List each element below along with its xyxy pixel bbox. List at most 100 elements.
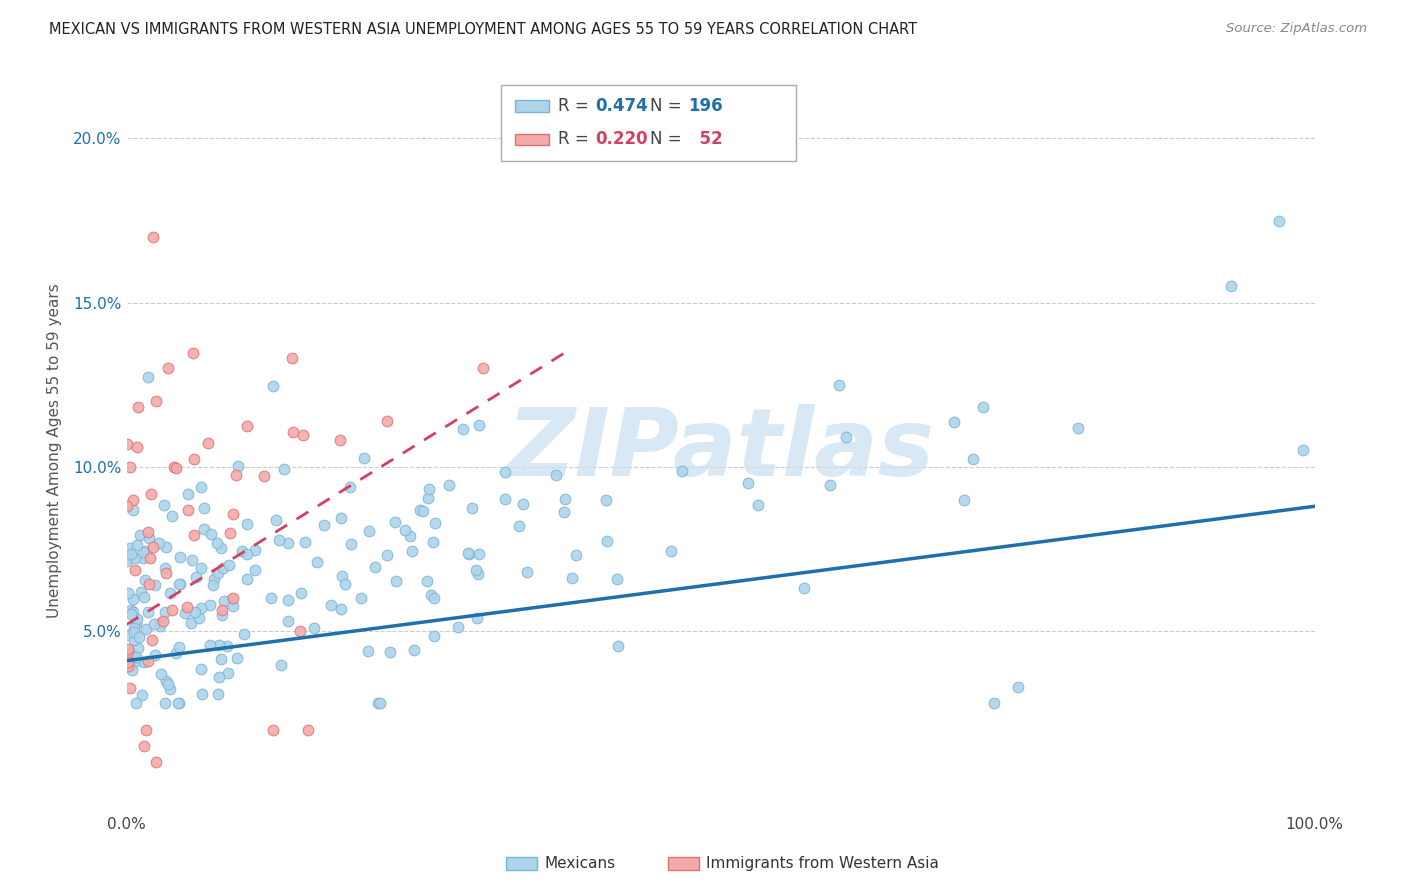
Point [135, 623, 157, 637]
Text: N =: N = [650, 97, 686, 115]
Point [553, 505, 575, 519]
Point [124, 632, 146, 647]
Point [225, 467, 247, 482]
Point [190, 600, 212, 615]
Point [468, 418, 491, 433]
Point [155, 566, 177, 581]
Point [127, 440, 149, 454]
Point [418, 491, 440, 506]
Point [208, 670, 231, 684]
Point [167, 696, 190, 710]
Point [972, 400, 994, 414]
Point [399, 529, 422, 543]
Point [132, 545, 155, 559]
Point [270, 657, 292, 672]
Point [828, 377, 851, 392]
Point [125, 615, 148, 630]
Point [125, 649, 148, 664]
Point [942, 415, 965, 429]
Point [122, 592, 145, 607]
Point [375, 548, 398, 562]
Point [118, 541, 141, 556]
Point [404, 642, 426, 657]
Point [607, 639, 630, 653]
Point [150, 667, 173, 681]
Point [595, 493, 617, 508]
Text: MEXICAN VS IMMIGRANTS FROM WESTERN ASIA UNEMPLOYMENT AMONG AGES 55 TO 59 YEARS C: MEXICAN VS IMMIGRANTS FROM WESTERN ASIA … [49, 22, 917, 37]
Point [176, 487, 198, 501]
Point [512, 497, 534, 511]
Point [329, 433, 352, 447]
Point [467, 567, 489, 582]
Point [207, 687, 229, 701]
Point [208, 638, 231, 652]
Point [129, 528, 152, 542]
Point [176, 502, 198, 516]
Point [290, 624, 312, 638]
Point [508, 519, 530, 533]
Point [118, 459, 141, 474]
Point [260, 591, 283, 605]
Point [165, 646, 187, 660]
Point [145, 394, 167, 409]
Point [226, 458, 249, 473]
Point [117, 642, 139, 657]
Point [131, 688, 153, 702]
Text: Source: ZipAtlas.com: Source: ZipAtlas.com [1226, 22, 1367, 36]
Point [546, 468, 568, 483]
Point [292, 428, 315, 442]
Point [117, 550, 139, 565]
Text: R =: R = [558, 130, 595, 148]
Point [125, 654, 148, 668]
Point [561, 571, 583, 585]
Text: R =: R = [558, 97, 595, 115]
Point [447, 620, 470, 634]
Point [565, 548, 588, 562]
Point [314, 518, 336, 533]
Point [191, 687, 214, 701]
Point [451, 421, 474, 435]
Text: 196: 196 [688, 97, 723, 115]
Point [138, 531, 160, 545]
Point [335, 576, 357, 591]
Point [134, 573, 156, 587]
Point [136, 524, 159, 539]
Text: 0.220: 0.220 [595, 130, 648, 148]
Point [269, 533, 291, 548]
Point [117, 655, 139, 669]
Point [197, 436, 219, 450]
Point [120, 547, 142, 561]
Point [183, 451, 205, 466]
Point [155, 605, 177, 619]
Point [378, 645, 401, 659]
Point [145, 756, 167, 770]
Point [125, 611, 148, 625]
Point [160, 603, 183, 617]
Point [201, 578, 224, 592]
Point [176, 599, 198, 614]
Point [793, 582, 815, 596]
Point [319, 599, 342, 613]
Point [169, 576, 191, 591]
Point [472, 361, 495, 376]
Point [494, 466, 516, 480]
Text: 52: 52 [688, 130, 723, 148]
Point [139, 551, 162, 566]
Point [118, 681, 141, 696]
Point [169, 550, 191, 565]
Point [307, 555, 329, 569]
Point [418, 483, 440, 497]
Point [183, 528, 205, 542]
Point [159, 585, 181, 599]
Point [145, 577, 167, 591]
Point [200, 527, 222, 541]
Point [169, 640, 191, 654]
Point [200, 638, 222, 652]
Point [124, 551, 146, 566]
Point [167, 577, 190, 591]
Point [138, 576, 160, 591]
Point [155, 540, 177, 554]
Point [1292, 443, 1315, 458]
Point [134, 739, 156, 753]
Point [190, 480, 212, 494]
